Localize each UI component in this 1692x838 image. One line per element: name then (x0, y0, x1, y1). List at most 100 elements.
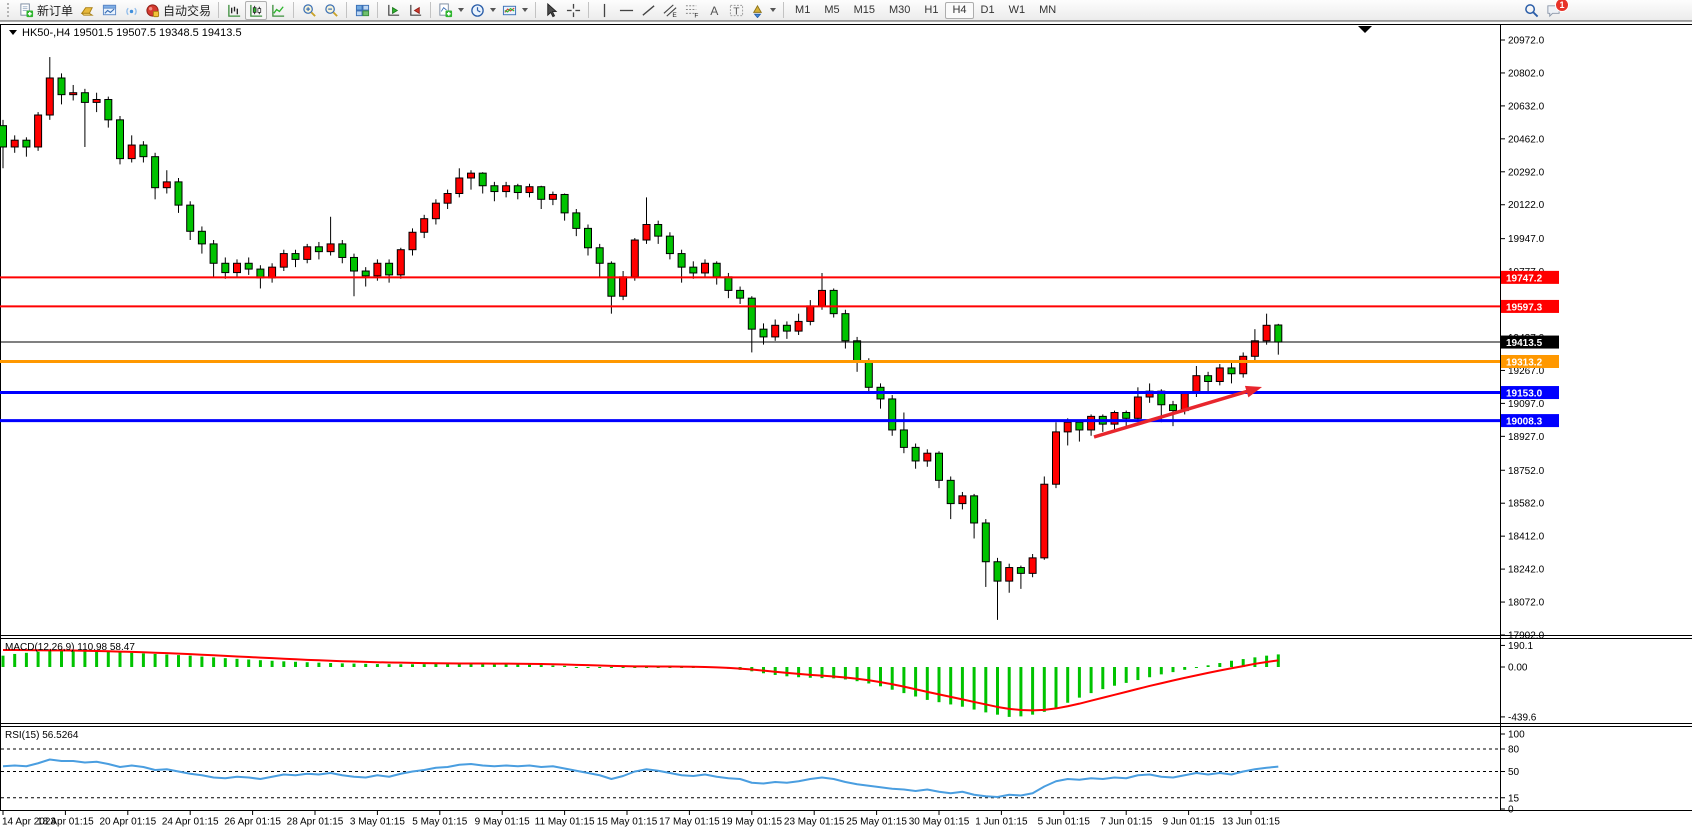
profiles-button[interactable] (76, 1, 98, 20)
svg-text:A: A (710, 4, 719, 18)
chart-menu-triangle-icon[interactable] (9, 30, 17, 35)
timeframe-mn-button[interactable]: MN (1032, 2, 1063, 19)
new-order-button[interactable]: 新订单 (16, 1, 76, 20)
candle-body (548, 193, 557, 200)
fibonacci-button[interactable]: F (681, 1, 703, 20)
candle-body (1075, 421, 1084, 431)
auto-trading-button[interactable]: 自动交易 (142, 1, 214, 20)
svg-text:-439.6: -439.6 (1508, 712, 1537, 723)
chart-title: HK50-,H4 19501.5 19507.5 19348.5 19413.5 (22, 27, 242, 39)
new-order-icon (20, 2, 34, 17)
svg-text:23 May 01:15: 23 May 01:15 (784, 817, 845, 828)
arrows-button[interactable] (747, 1, 779, 20)
candle-body (443, 192, 452, 204)
trend-arrow-annotation[interactable] (1093, 388, 1253, 439)
price-level-badge (1501, 335, 1559, 349)
chevron-down-icon (490, 8, 497, 12)
zoom-in-button[interactable] (298, 1, 320, 20)
crosshair-button[interactable] (562, 1, 584, 20)
candle-body (221, 262, 230, 274)
svg-text:18412.0: 18412.0 (1508, 532, 1545, 543)
chart-shift-button[interactable] (404, 1, 426, 20)
templates-icon (502, 5, 517, 15)
svg-text:19097.0: 19097.0 (1508, 399, 1545, 410)
candle-body (478, 172, 487, 187)
chart-window[interactable]: 20972.0 20802.0 20632.0 20462.0 20292.0 20122… (0, 21, 1692, 838)
candle-body (935, 452, 943, 481)
timeframe-m5-button[interactable]: M5 (817, 2, 846, 19)
candle-body (841, 313, 850, 342)
equidistant-channel-button[interactable]: E (659, 1, 681, 20)
text-button[interactable]: A (703, 1, 725, 20)
timeframe-m30-button[interactable]: M30 (882, 2, 917, 19)
line-chart-icon (271, 4, 284, 17)
candle-body (1133, 396, 1142, 419)
candle-body (1028, 557, 1037, 574)
candlestick-chart-icon (249, 4, 262, 17)
trendline-button[interactable] (637, 1, 659, 20)
candle-body (853, 340, 862, 363)
svg-text:17 May 01:15: 17 May 01:15 (659, 817, 720, 828)
candlestick-chart-button[interactable] (245, 0, 268, 20)
candle-body (595, 247, 604, 264)
macd-label: MACD(12,26,9) 110.98 58.47 (5, 642, 135, 653)
macd-signal-line (3, 648, 1279, 712)
timeframe-m15-button[interactable]: M15 (847, 2, 882, 19)
price-scale: 20972.0 20802.0 20632.0 20462.0 20292.0 20122… (1500, 36, 1545, 641)
periods-button[interactable] (467, 1, 499, 20)
tile-windows-button[interactable] (351, 1, 373, 20)
timeframe-w1-button[interactable]: W1 (1002, 2, 1033, 19)
svg-text:19597.3: 19597.3 (1506, 302, 1543, 313)
svg-text:3 May 01:15: 3 May 01:15 (350, 817, 405, 828)
candle-body (1110, 412, 1119, 425)
svg-text:20462.0: 20462.0 (1508, 134, 1545, 145)
candle-body (45, 77, 54, 116)
auto-scroll-button[interactable] (382, 1, 404, 20)
new-order-label: 新订单 (37, 3, 74, 18)
timeframe-m1-button[interactable]: M1 (788, 2, 817, 19)
timeframe-d1-button[interactable]: D1 (974, 2, 1002, 19)
candle-body (34, 114, 43, 148)
candle-body (794, 320, 803, 332)
vertical-line-button[interactable] (593, 1, 615, 20)
indicators-button[interactable] (435, 1, 467, 20)
svg-text:18582.0: 18582.0 (1508, 499, 1545, 510)
toolbar-separator (588, 2, 590, 18)
svg-text:19267.0: 19267.0 (1508, 366, 1545, 377)
cursor-button[interactable] (540, 1, 562, 20)
svg-text:1 Jun 01:15: 1 Jun 01:15 (975, 817, 1028, 828)
candle-body (724, 276, 733, 291)
horizontal-line-button[interactable] (615, 1, 637, 20)
search-button[interactable] (1520, 1, 1542, 20)
zoom-out-button[interactable] (320, 1, 342, 20)
svg-text:20632.0: 20632.0 (1508, 101, 1545, 112)
line-chart-button[interactable] (267, 1, 289, 20)
auto-trading-label: 自动交易 (163, 3, 212, 18)
chevron-down-icon (458, 8, 465, 12)
templates-button[interactable] (499, 1, 531, 20)
text-label-button[interactable]: T (725, 1, 747, 20)
chat-button[interactable]: 1 (1542, 0, 1569, 20)
svg-text:18927.0: 18927.0 (1508, 432, 1545, 443)
trend-arrow-head-icon[interactable] (1244, 385, 1262, 398)
market-watch-button[interactable] (98, 1, 120, 20)
candle-body (689, 266, 698, 274)
candle-body (244, 262, 253, 270)
chart-shift-marker-icon[interactable] (1358, 26, 1372, 33)
candle-body (116, 119, 124, 160)
candle-body (665, 235, 674, 255)
candle-body (57, 77, 66, 96)
timeframe-h1-button[interactable]: H1 (917, 2, 945, 19)
indicators-icon (439, 2, 453, 17)
toolbar-grip[interactable] (7, 3, 13, 17)
timeframe-h4-button[interactable]: H4 (945, 1, 974, 19)
svg-text:15 May 01:15: 15 May 01:15 (597, 817, 658, 828)
candle-body (431, 202, 440, 220)
signal-button[interactable] (120, 1, 142, 20)
bar-chart-button[interactable] (223, 1, 245, 20)
candle-body (162, 181, 171, 189)
candle-body (1063, 421, 1072, 433)
svg-text:F: F (694, 12, 698, 17)
candle-body (677, 253, 686, 268)
